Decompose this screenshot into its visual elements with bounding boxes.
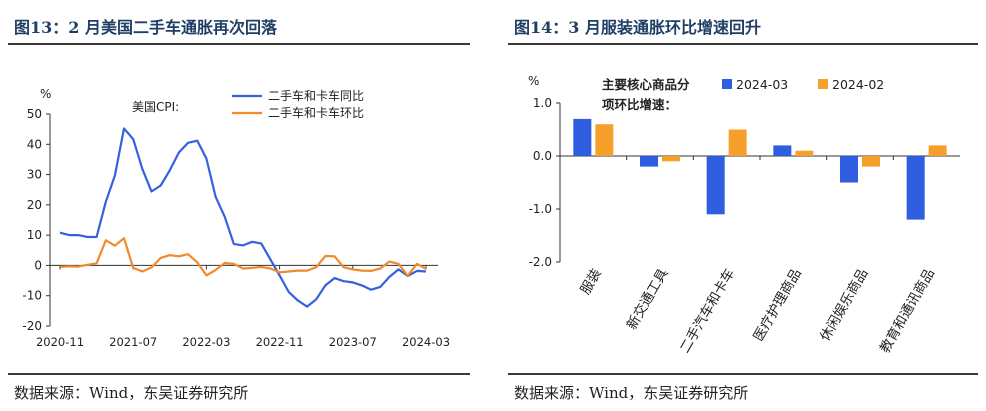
right-legend-title-2: 项环比增速：	[602, 97, 677, 112]
right-bottom-rule	[508, 373, 978, 375]
right-bar-2024-02-5	[862, 156, 880, 167]
right-bar-2024-02-3	[728, 129, 747, 156]
left-x-tick-label: 2024-03	[402, 335, 450, 349]
left-x-tick-label: 2022-11	[256, 335, 304, 349]
right-source-note: 数据来源：Wind，东吴证券研究所	[514, 384, 749, 402]
left-chart-title: 图13：2 月美国二手车通胀再次回落	[14, 18, 277, 37]
right-legend-title-1: 主要核心商品分	[602, 77, 690, 92]
left-bottom-rule	[8, 373, 470, 375]
right-bar-2024-03-2	[640, 156, 658, 167]
left-source-note: 数据来源：Wind，东吴证券研究所	[14, 384, 249, 402]
right-y-tick-label: -1.0	[529, 202, 552, 216]
left-x-tick-label: 2021-07	[109, 335, 157, 349]
right-category-label: 医疗护理商品	[750, 266, 804, 344]
left-annotation: 美国CPI:	[132, 100, 179, 114]
left-series-line-1	[59, 127, 427, 308]
right-category-label: 二手汽车和卡车	[676, 266, 738, 356]
right-y-unit: %	[528, 74, 539, 88]
left-y-tick-label: 30	[27, 168, 42, 182]
right-bar-2024-02-4	[795, 150, 814, 156]
left-y-tick-label: 40	[27, 137, 42, 151]
left-y-tick-label: 0	[34, 258, 42, 272]
left-y-tick-label: 10	[27, 228, 42, 242]
right-bar-2024-03-4	[773, 145, 792, 156]
right-top-rule	[508, 43, 978, 45]
left-x-tick-label: 2023-07	[329, 335, 377, 349]
right-bar-2024-03-1	[573, 118, 592, 156]
right-category-label: 教育和通讯商品	[877, 266, 938, 356]
right-y-tick-label: 1.0	[533, 96, 552, 110]
left-legend-label: 二手车和卡车环比	[268, 105, 364, 120]
right-y-tick-label: 0.0	[533, 149, 552, 163]
left-y-tick-label: 50	[27, 107, 42, 121]
right-legend-label: 2024-03	[736, 77, 788, 92]
right-bar-2024-03-3	[706, 156, 725, 215]
right-bar-2024-02-1	[595, 124, 614, 156]
right-category-label: 服装	[577, 266, 604, 297]
right-bar-2024-02-2	[662, 156, 680, 162]
right-category-label: 新交通工具	[623, 266, 671, 333]
right-bar-2024-02-6	[928, 145, 947, 156]
right-legend-label: 2024-02	[832, 77, 884, 92]
left-y-tick-label: -20	[22, 319, 42, 333]
right-y-tick-label: -2.0	[529, 255, 552, 269]
right-chart-title: 图14：3 月服装通胀环比增速回升	[514, 18, 761, 37]
right-chart-panel: 图14：3 月服装通胀环比增速回升 % -2.0 -1.0 0.0 1.0 服装 新交通工具…	[500, 0, 986, 411]
right-bar-2024-03-6	[906, 156, 925, 220]
left-y-unit: %	[40, 87, 51, 101]
left-x-tick-label: 2022-03	[182, 335, 230, 349]
left-series-line-2	[59, 237, 427, 277]
right-category-label: 休闲娱乐商品	[817, 266, 871, 344]
right-bar-chart: % -2.0 -1.0 0.0 1.0 服装 新交通工具 二手汽车和卡车 医疗护理商品 休闲娱乐商…	[528, 74, 960, 356]
right-legend-swatch	[818, 79, 828, 89]
right-bar-2024-03-5	[840, 156, 858, 183]
left-y-tick-label: 20	[27, 198, 42, 212]
left-top-rule	[8, 43, 470, 45]
right-legend-swatch	[722, 79, 732, 89]
left-line-chart: % -20 -10 0 10 20 30 40 50 2020-11 2021-07 2022-03 2…	[22, 87, 450, 349]
left-x-tick-label: 2020-11	[36, 335, 84, 349]
left-chart-panel: 图13：2 月美国二手车通胀再次回落 % -20 -10 0 10 20 30 40 50 202…	[0, 0, 478, 411]
left-legend-label: 二手车和卡车同比	[268, 88, 364, 103]
left-y-tick-label: -10	[22, 289, 42, 303]
